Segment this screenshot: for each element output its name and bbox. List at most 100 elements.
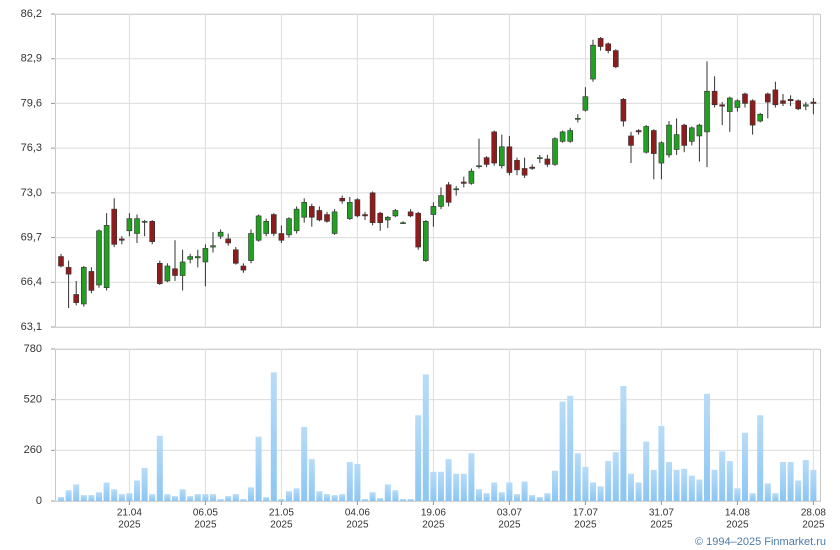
candle-body xyxy=(536,157,543,159)
x-tick-label: 2025 xyxy=(650,520,673,531)
volume-bar xyxy=(339,494,346,501)
volume-bar xyxy=(453,473,460,501)
volume-bar xyxy=(270,372,277,501)
x-tick-label: 2025 xyxy=(194,520,217,531)
candle-body xyxy=(468,170,475,184)
volume-bar xyxy=(134,480,140,501)
x-tick-label: 2025 xyxy=(498,520,521,531)
volume-bar xyxy=(278,499,285,501)
candle-body xyxy=(400,222,406,224)
candle-body xyxy=(134,218,140,234)
candle-body xyxy=(719,104,726,107)
candle-body xyxy=(179,261,186,276)
candle-body xyxy=(286,218,292,236)
candle-body xyxy=(620,99,627,122)
volume-bar xyxy=(316,491,323,501)
candle-body xyxy=(612,50,619,68)
candle-body xyxy=(514,160,520,171)
y-tick-label: 86,2 xyxy=(21,8,42,20)
volume-bar xyxy=(293,488,300,501)
volume-bar xyxy=(567,395,574,501)
candle-body xyxy=(666,124,672,156)
candle-body xyxy=(339,197,346,202)
volume-bar xyxy=(263,497,270,501)
volume-bar xyxy=(719,451,726,501)
y-tick-label: 76,3 xyxy=(21,142,42,154)
volume-bar xyxy=(301,426,308,501)
volume-bar xyxy=(483,493,490,501)
volume-bar xyxy=(438,471,444,501)
candle-body xyxy=(164,265,171,282)
candle-body xyxy=(195,256,201,259)
candle-body xyxy=(316,210,323,221)
volume-bar xyxy=(80,495,87,501)
x-tick-label: 31.07 xyxy=(649,508,674,519)
candle-body xyxy=(688,127,695,142)
x-tick-label: 21.05 xyxy=(269,508,294,519)
candle-body xyxy=(521,168,528,176)
candle-body xyxy=(529,166,536,169)
volume-bar xyxy=(194,494,201,501)
candle-body xyxy=(126,218,133,232)
candle-body xyxy=(81,267,87,305)
volume-bar xyxy=(217,499,224,501)
volume-bar xyxy=(742,432,748,501)
candle-body xyxy=(278,233,285,241)
volume-bar xyxy=(726,461,733,501)
volume-bar xyxy=(506,482,513,501)
x-tick-label: 19.06 xyxy=(421,508,446,519)
candle-body xyxy=(483,157,490,165)
candle-body xyxy=(225,238,231,244)
candle-body xyxy=(73,294,79,303)
volume-bar xyxy=(498,492,505,501)
candle-body xyxy=(574,118,581,120)
volume-bar xyxy=(696,479,703,501)
candle-body xyxy=(88,271,95,291)
candle-body xyxy=(331,211,338,234)
candle-body xyxy=(711,90,718,106)
candle-body xyxy=(346,202,353,219)
volume-bar xyxy=(582,466,589,501)
volume-bar xyxy=(780,462,786,501)
candle-body xyxy=(491,131,498,164)
volume-bar xyxy=(772,493,779,501)
volume-bar xyxy=(612,452,619,501)
volume-bar xyxy=(514,494,520,501)
volume-bar xyxy=(164,494,171,501)
candle-body xyxy=(628,135,634,146)
candle-body xyxy=(430,206,437,215)
candle-body xyxy=(650,130,657,154)
x-tick-label: 2025 xyxy=(802,520,825,531)
volume-bar xyxy=(681,468,688,501)
volume-bar xyxy=(445,459,452,501)
candle-body xyxy=(726,97,733,112)
volume-bar xyxy=(392,490,399,501)
volume-bar xyxy=(787,462,794,501)
candle-body xyxy=(749,100,756,126)
volume-bar xyxy=(58,497,64,501)
volume-bar xyxy=(460,473,467,501)
candle-body xyxy=(673,134,680,150)
x-tick-label: 2025 xyxy=(726,520,749,531)
volume-bar xyxy=(255,436,262,501)
volume-bar xyxy=(362,499,368,501)
candle-body xyxy=(802,104,809,107)
volume-bar xyxy=(172,496,178,501)
y-tick-label: 520 xyxy=(24,394,42,406)
volume-bar xyxy=(810,469,817,501)
candle-body xyxy=(119,238,125,241)
candle-body xyxy=(293,208,300,232)
volume-bar xyxy=(673,469,680,501)
volume-bar xyxy=(536,497,543,501)
volume-bar xyxy=(384,484,391,501)
volume-bar xyxy=(430,471,437,501)
volume-bar xyxy=(476,489,482,501)
candle-body xyxy=(240,265,247,271)
candle-body xyxy=(704,90,710,133)
x-tick-label: 2025 xyxy=(422,520,445,531)
volume-bar xyxy=(734,488,741,501)
volume-bar xyxy=(331,495,338,501)
volume-bar xyxy=(103,482,110,501)
candle-body xyxy=(149,221,155,242)
